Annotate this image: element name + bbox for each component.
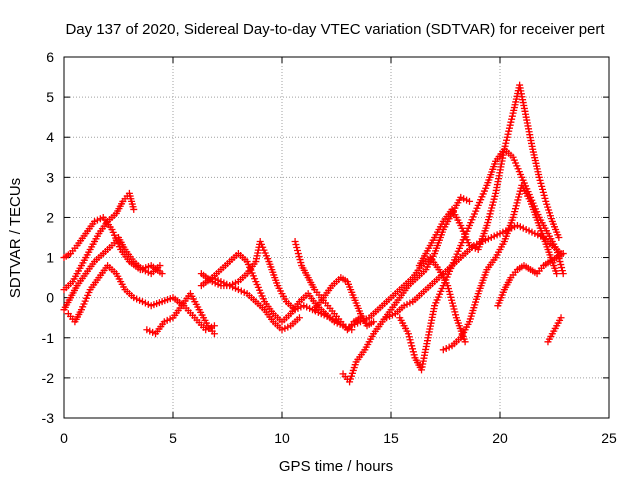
data-point <box>297 259 305 267</box>
data-point <box>501 142 509 150</box>
data-point <box>409 345 417 353</box>
series-arc-d <box>64 262 218 334</box>
data-point <box>555 234 563 241</box>
data-point <box>500 145 508 153</box>
data-point <box>553 270 561 278</box>
data-point <box>505 124 513 132</box>
data-point <box>553 249 561 257</box>
data-point <box>506 121 514 129</box>
data-point <box>540 191 548 199</box>
data-point <box>541 194 549 202</box>
data-point <box>508 112 516 120</box>
data-point <box>210 330 218 338</box>
data-point <box>503 136 511 144</box>
series-arc-j <box>311 274 378 330</box>
data-point <box>406 336 414 344</box>
data-point <box>558 267 566 275</box>
data-point <box>408 342 416 350</box>
data-point <box>293 244 301 252</box>
data-point <box>158 270 166 278</box>
y-tick-label: 4 <box>46 129 54 145</box>
series-arc-o <box>415 81 563 270</box>
data-point <box>465 197 473 205</box>
data-point <box>557 261 565 269</box>
data-point <box>156 262 164 270</box>
y-tick-label: 5 <box>46 89 54 105</box>
y-tick-label: 0 <box>46 290 54 306</box>
data-point <box>553 246 561 254</box>
y-tick-label: 1 <box>46 250 54 266</box>
data-point <box>404 330 412 338</box>
data-point <box>537 179 545 187</box>
data-point <box>504 130 512 138</box>
x-axis-ticks: 0 5 10 15 20 25 <box>60 57 617 446</box>
x-tick-label: 20 <box>492 430 508 446</box>
x-tick-label: 15 <box>383 430 399 446</box>
data-points <box>60 81 567 386</box>
data-point <box>295 253 303 261</box>
data-point <box>407 339 415 347</box>
data-point <box>539 188 547 196</box>
y-tick-label: -1 <box>42 330 55 346</box>
series-arc-e <box>143 290 218 338</box>
series-arc-p <box>439 181 561 354</box>
data-point <box>539 185 547 193</box>
data-point <box>130 205 138 213</box>
x-tick-label: 5 <box>169 430 177 446</box>
data-point <box>556 258 564 266</box>
data-point <box>557 314 565 322</box>
data-point <box>535 173 543 181</box>
data-point <box>559 250 567 258</box>
data-point <box>507 118 515 126</box>
data-point <box>210 322 218 330</box>
data-point <box>405 333 413 341</box>
series-arc-a <box>60 189 138 294</box>
y-axis-ticks: -3 -2 -1 0 1 2 3 4 5 6 <box>42 49 609 426</box>
plot-frame <box>63 56 610 419</box>
series-arc-c <box>60 234 164 314</box>
data-point <box>296 256 304 264</box>
data-point <box>538 182 546 190</box>
data-point <box>410 351 418 359</box>
data-point <box>294 247 302 255</box>
y-tick-label: 2 <box>46 209 54 225</box>
data-point <box>409 348 417 356</box>
data-point <box>503 133 511 141</box>
series-arc-q <box>494 250 567 310</box>
y-axis-label: SDTVAR / TECUs <box>7 178 24 298</box>
data-point <box>558 264 566 272</box>
grid-lines <box>64 57 609 418</box>
series-arc-k <box>339 193 473 386</box>
data-point <box>291 238 299 246</box>
x-tick-label: 10 <box>274 430 290 446</box>
data-point <box>502 139 510 147</box>
y-tick-label: 6 <box>46 49 54 65</box>
data-point <box>508 115 516 123</box>
data-point <box>295 314 303 322</box>
series-arc-i <box>291 238 364 334</box>
x-tick-label: 0 <box>60 430 68 446</box>
data-point <box>292 241 300 249</box>
data-point <box>505 127 513 135</box>
y-tick-label: -2 <box>42 370 55 386</box>
series-arc-f <box>197 250 356 334</box>
y-tick-label: 3 <box>46 169 54 185</box>
data-point <box>370 318 378 326</box>
data-point <box>536 176 544 184</box>
x-tick-label: 25 <box>601 430 617 446</box>
x-axis-label: GPS time / hours <box>279 458 393 475</box>
y-tick-label: -3 <box>42 410 55 426</box>
data-point <box>461 338 469 346</box>
series-arc-r <box>544 314 565 346</box>
series-arc-h <box>208 274 303 334</box>
data-point <box>559 270 567 278</box>
data-point <box>294 250 302 258</box>
chart-title: Day 137 of 2020, Sidereal Day-to-day VTE… <box>65 21 605 38</box>
